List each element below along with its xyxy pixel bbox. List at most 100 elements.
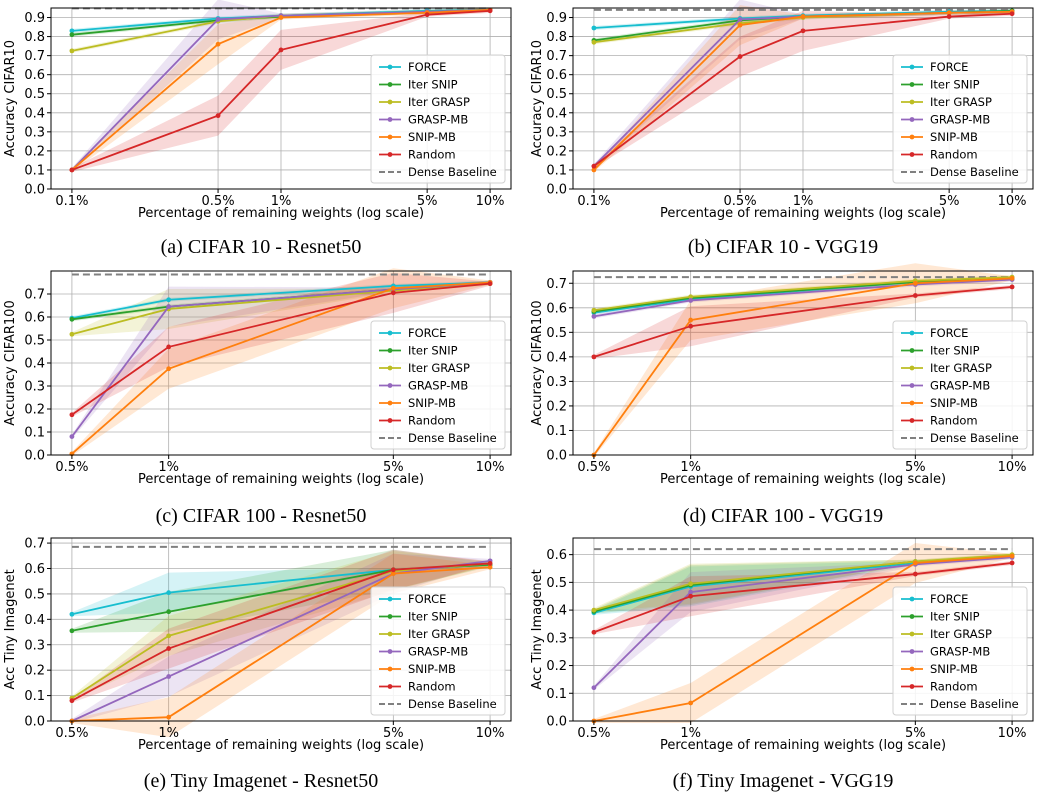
plot-frame xyxy=(572,270,1034,456)
legend-marker xyxy=(909,348,915,353)
legend-label: Iter GRASP xyxy=(930,95,992,109)
data-point xyxy=(166,633,172,639)
y-tick-label: 0.1 xyxy=(546,687,567,702)
legend-marker xyxy=(387,400,393,406)
band-random xyxy=(71,272,491,417)
data-point xyxy=(591,39,597,45)
y-tick-label: 0.8 xyxy=(546,30,567,45)
legend-entry: SNIP-MB xyxy=(901,130,978,144)
data-point xyxy=(1009,553,1015,559)
panel-caption: (d) CIFAR 100 - VGG19 xyxy=(683,505,883,527)
legend: FORCE Iter SNIP Iter GRASP GRASP-MB SNIP-MB R… xyxy=(892,54,1028,184)
data-point xyxy=(69,628,75,634)
y-axis-label: Accuracy CIFAR100 xyxy=(530,300,545,425)
y-tick-label: 0.3 xyxy=(24,125,45,140)
data-point xyxy=(737,22,743,28)
data-point xyxy=(166,590,172,596)
band-iter-grasp xyxy=(593,552,1013,613)
legend-entry: SNIP-MB xyxy=(901,662,978,676)
data-point xyxy=(591,607,597,613)
legend-label: SNIP-MB xyxy=(930,130,978,144)
data-point xyxy=(166,344,172,350)
series-random xyxy=(591,11,1015,169)
band-grasp-mb xyxy=(71,0,491,172)
data-point xyxy=(69,611,75,617)
legend-entry: Dense Baseline xyxy=(901,697,1019,711)
legend-entry: SNIP-MB xyxy=(379,130,456,144)
x-tick-label: 0.5% xyxy=(577,460,610,475)
y-tick-label: 0.5 xyxy=(24,587,45,602)
x-tick-label: 1% xyxy=(680,460,701,475)
y-tick-label: 0.3 xyxy=(546,125,567,140)
x-tick-label: 0.5% xyxy=(724,194,757,209)
data-point xyxy=(390,290,396,296)
data-point xyxy=(215,41,221,47)
band-iter-snip xyxy=(71,7,491,37)
legend-entry: Iter SNIP xyxy=(379,344,458,358)
data-point xyxy=(69,167,75,173)
series-random xyxy=(69,561,493,704)
band-iter-grasp xyxy=(71,281,491,337)
x-tick-label: 10% xyxy=(476,460,505,475)
legend-marker xyxy=(387,330,393,336)
y-tick-label: 0.3 xyxy=(24,638,45,653)
data-point xyxy=(166,674,172,679)
data-point xyxy=(69,32,75,38)
legend-entry: SNIP-MB xyxy=(901,396,978,410)
legend: FORCE Iter SNIP Iter GRASP GRASP-MB SNIP-MB R… xyxy=(892,586,1028,716)
data-point xyxy=(912,560,918,566)
legend-marker xyxy=(387,649,393,654)
data-point xyxy=(688,294,694,300)
data-point xyxy=(390,567,396,573)
panel-caption: (c) CIFAR 100 - Resnet50 xyxy=(156,505,367,527)
legend-entry: FORCE xyxy=(379,326,446,340)
band-iter-snip xyxy=(593,554,1013,614)
data-point xyxy=(912,293,918,298)
legend-marker xyxy=(387,348,393,353)
data-point xyxy=(1009,275,1015,281)
data-point xyxy=(912,571,918,577)
series-snip-mb xyxy=(591,553,1015,724)
y-tick-label: 0.4 xyxy=(24,357,45,372)
legend-label: SNIP-MB xyxy=(408,396,456,410)
legend-box xyxy=(370,54,506,184)
legend-entry: Iter SNIP xyxy=(901,78,980,92)
data-point xyxy=(390,285,396,291)
legend-box xyxy=(892,320,1028,450)
x-tick-label: 10% xyxy=(476,194,505,209)
x-tick-label: 5% xyxy=(905,726,926,741)
legend-label: GRASP-MB xyxy=(408,645,468,659)
data-point xyxy=(688,700,694,706)
legend-marker xyxy=(909,596,915,602)
y-tick-label: 0.6 xyxy=(546,68,567,83)
legend-marker xyxy=(387,152,393,157)
legend-label: Random xyxy=(408,414,456,428)
legend-marker xyxy=(909,82,915,87)
y-tick-label: 0.2 xyxy=(546,659,567,674)
band-random xyxy=(593,560,1013,635)
panel-caption: (b) CIFAR 10 - VGG19 xyxy=(688,236,878,258)
data-point xyxy=(278,47,284,53)
data-point xyxy=(591,25,597,31)
legend-box xyxy=(370,320,506,450)
data-point xyxy=(166,297,172,303)
legend-entry: Iter GRASP xyxy=(901,95,992,109)
y-axis-label: Accuracy CIFAR100 xyxy=(3,300,18,425)
data-point xyxy=(688,298,694,303)
data-point xyxy=(688,323,694,329)
y-tick-label: 0.0 xyxy=(24,715,45,730)
x-tick-label: 5% xyxy=(383,460,404,475)
legend-label: GRASP-MB xyxy=(930,113,990,127)
legend-marker xyxy=(387,631,393,637)
legend-marker xyxy=(387,614,393,619)
legend-entry: Iter SNIP xyxy=(901,344,980,358)
legend-label: SNIP-MB xyxy=(408,662,456,676)
legend-label: Dense Baseline xyxy=(930,697,1019,711)
y-tick-label: 0.0 xyxy=(24,183,45,198)
legend-label: Random xyxy=(930,680,978,694)
y-tick-label: 0.5 xyxy=(24,87,45,102)
series-snip-mb xyxy=(591,9,1015,173)
series-line xyxy=(71,282,491,416)
x-tick-label: 0.5% xyxy=(577,726,610,741)
legend-entry: Random xyxy=(901,148,978,162)
